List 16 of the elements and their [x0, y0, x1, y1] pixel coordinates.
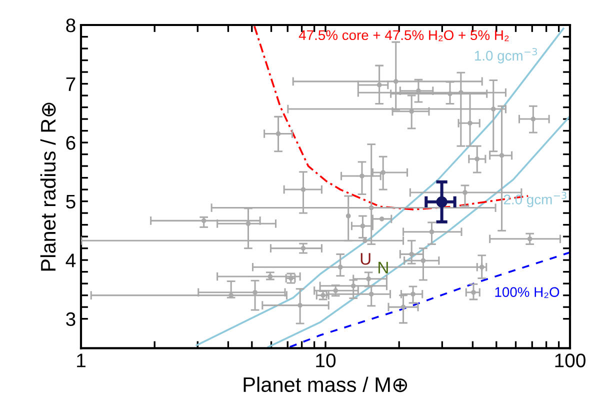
text: 47.5% core + 47.5% H₂O + 5% H₂ — [298, 30, 509, 42]
x-tick-label: 10 — [316, 354, 336, 368]
y-tick-label: 4 — [66, 254, 76, 268]
annotation: U — [360, 253, 370, 265]
x-axis-title: Planet mass / M⊕ — [244, 376, 408, 392]
annotation: N — [378, 262, 388, 274]
y-tick-label: 8 — [66, 18, 76, 32]
y-tick-label: 3 — [66, 312, 76, 326]
y-tick-label: 7 — [66, 77, 76, 91]
series-label: 100% H₂O — [495, 287, 560, 298]
y-axis-title: Planet radius / R⊕ — [40, 102, 56, 271]
y-tick-label: 6 — [66, 136, 76, 150]
y-tick-label: 5 — [66, 194, 76, 209]
series-label: 1.0 gcm$^{−3}$ — [474, 48, 537, 64]
x-tick-label: 1 — [77, 354, 86, 368]
x-tick-label: 100 — [555, 354, 586, 368]
